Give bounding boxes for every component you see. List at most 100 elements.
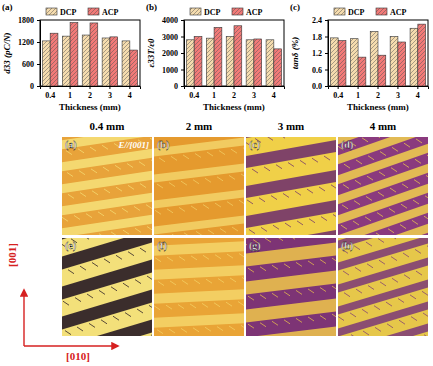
y-axis-title: d33 (pC/N) — [2, 32, 12, 73]
domain-streak — [422, 291, 428, 295]
chart: 010002000300040000.41234Thickness (mm)ε3… — [146, 2, 285, 112]
domain-streak — [147, 276, 152, 280]
domain-streak — [386, 302, 392, 306]
domain-streak — [411, 317, 417, 321]
domain-streak — [388, 229, 394, 233]
domain-streak — [403, 253, 409, 257]
tick-label: 1 — [212, 91, 216, 100]
tick: 1.8 — [312, 33, 328, 42]
column-label: 2 mm — [186, 120, 213, 132]
domain-streak — [424, 335, 428, 336]
domain-streak — [249, 230, 255, 234]
domain-streak — [99, 290, 105, 294]
domain-streak — [134, 206, 140, 210]
domain-streak — [416, 271, 422, 275]
domain-streak — [207, 152, 213, 156]
bar — [390, 37, 398, 87]
domain-streak — [158, 282, 164, 286]
tick-mark — [90, 86, 91, 89]
domain-streak — [307, 189, 313, 193]
domain-streak — [181, 181, 187, 185]
plot-frame — [40, 20, 140, 86]
tick: 2 — [88, 86, 92, 100]
domain-streak — [193, 180, 199, 184]
domain-streak — [171, 156, 177, 160]
bar — [102, 38, 110, 86]
domain-streak — [272, 265, 278, 269]
domain-streak — [238, 302, 244, 306]
domain-streak — [272, 321, 278, 325]
domain-streak — [184, 233, 190, 235]
tick: 0.6 — [312, 66, 328, 75]
domain-band — [338, 162, 428, 206]
domain-band — [246, 169, 336, 199]
tick-mark — [325, 37, 328, 38]
domain-streak — [404, 143, 410, 147]
domain-streak — [79, 171, 85, 175]
domain-streak — [312, 158, 318, 162]
tick: 0.4 — [333, 86, 343, 100]
panel-label: (g) — [249, 240, 261, 252]
domain-streak — [366, 196, 372, 200]
panel-label: (h) — [341, 240, 353, 252]
domain-streak — [377, 213, 383, 217]
tick: 0 — [30, 82, 40, 91]
bar — [82, 35, 90, 86]
x-axis: 0.41234 — [41, 86, 141, 100]
domain-streak — [320, 316, 326, 320]
domain-streak — [179, 257, 185, 261]
domain-band — [246, 229, 336, 235]
domain-streak — [191, 256, 197, 260]
domain-streak — [324, 156, 330, 160]
bar — [70, 23, 78, 86]
tick: 2 — [376, 86, 380, 100]
tick-mark — [194, 86, 195, 89]
domain-streak — [239, 254, 244, 258]
domain-streak — [183, 155, 189, 159]
domain-streak — [170, 281, 176, 285]
tick-label: 4 — [128, 91, 132, 100]
panel-label: (a) — [65, 139, 77, 151]
tick-mark — [358, 86, 359, 89]
domain-streak — [135, 280, 141, 284]
y-axis-title: tanδ (%) — [290, 37, 300, 69]
chart: 0600120018000.41234Thickness (mm)d33 (pC… — [2, 2, 141, 112]
tick: 2.4 — [312, 16, 328, 25]
tick: 0.0 — [312, 82, 328, 91]
tick-mark — [325, 86, 328, 87]
bar — [370, 32, 378, 86]
domain-streak — [166, 305, 172, 309]
domain-streak — [91, 169, 97, 173]
domain-band — [154, 215, 244, 235]
domain-streak — [368, 286, 374, 290]
tick-label: 2.4 — [312, 16, 322, 25]
domain-band — [246, 139, 336, 169]
tick-mark — [181, 53, 184, 54]
domain-streak — [273, 225, 279, 229]
domain-streak — [123, 283, 129, 287]
domain-streak — [115, 165, 121, 169]
domain-streak — [167, 209, 173, 213]
domain-streak — [356, 160, 362, 164]
tick: 3 — [108, 86, 112, 100]
domain-streak — [248, 324, 254, 328]
domain-streak — [157, 330, 163, 334]
domain-streak — [259, 198, 265, 202]
domain-streak — [182, 280, 188, 284]
domain-streak — [398, 299, 404, 303]
domain-streak — [332, 314, 336, 318]
domain-streak — [83, 238, 89, 239]
domain-streak — [289, 238, 295, 239]
domain-streak — [151, 335, 152, 336]
legend-label: ACP — [390, 8, 407, 17]
domain-streak — [338, 317, 344, 321]
axis-direction-label: [010] — [66, 350, 90, 362]
tick-mark — [338, 86, 339, 89]
domain-streak — [413, 200, 419, 204]
tick-label: 4 — [416, 91, 420, 100]
domain-streak — [362, 138, 368, 142]
domain-streak — [389, 208, 395, 212]
domain-streak — [217, 177, 223, 181]
pfm-image — [154, 238, 244, 336]
tick-mark — [37, 86, 40, 87]
